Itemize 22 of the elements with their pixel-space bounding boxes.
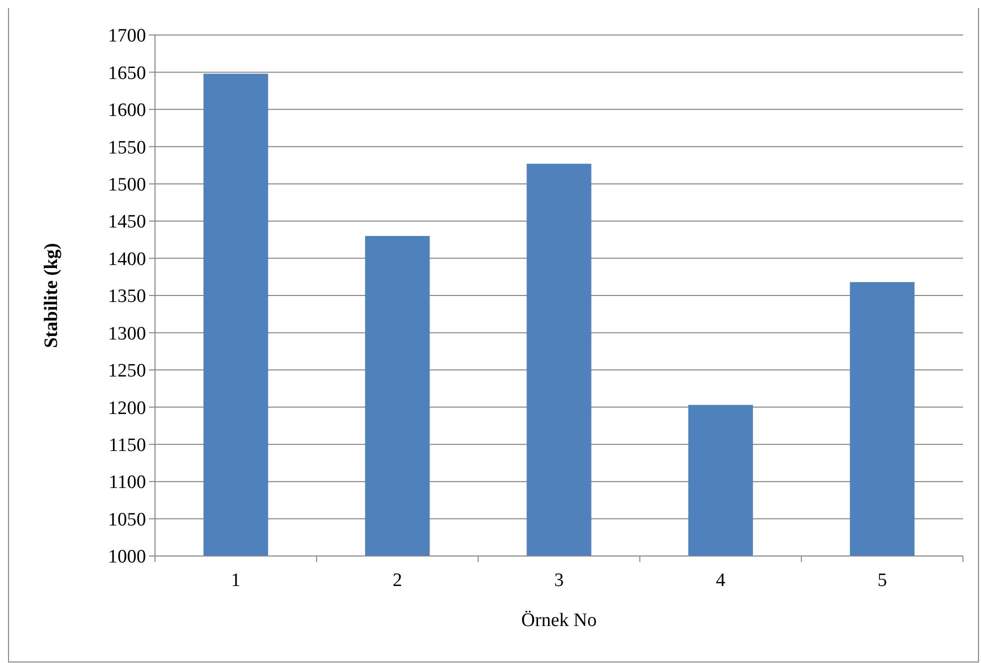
x-tick-label: 5: [877, 570, 887, 591]
y-tick-label: 1150: [108, 435, 146, 456]
x-tick-label: 2: [392, 570, 402, 591]
y-tick-label: 1250: [108, 360, 146, 382]
y-axis-title: Stabilite (kg): [41, 242, 62, 348]
y-tick-label: 1450: [108, 212, 146, 233]
y-tick-label: 1000: [108, 546, 146, 568]
y-tick-label: 1200: [108, 398, 146, 419]
y-tick-label: 1700: [108, 26, 146, 47]
y-tick-label: 1350: [108, 286, 146, 308]
y-tick-label: 1500: [108, 174, 146, 196]
y-tick-label: 1300: [108, 323, 146, 344]
y-tick-label: 1550: [108, 137, 146, 158]
x-tick-label: 1: [231, 570, 241, 591]
x-tick-label: 4: [716, 570, 726, 591]
y-tick-label: 1050: [108, 509, 146, 530]
x-tick-label: 3: [554, 570, 564, 591]
x-axis-title: Örnek No: [521, 610, 597, 631]
y-tick-label: 1100: [108, 472, 146, 494]
y-tick-label: 1600: [108, 100, 146, 122]
y-tick-label: 1650: [108, 62, 146, 84]
y-tick-label: 1400: [108, 248, 146, 270]
